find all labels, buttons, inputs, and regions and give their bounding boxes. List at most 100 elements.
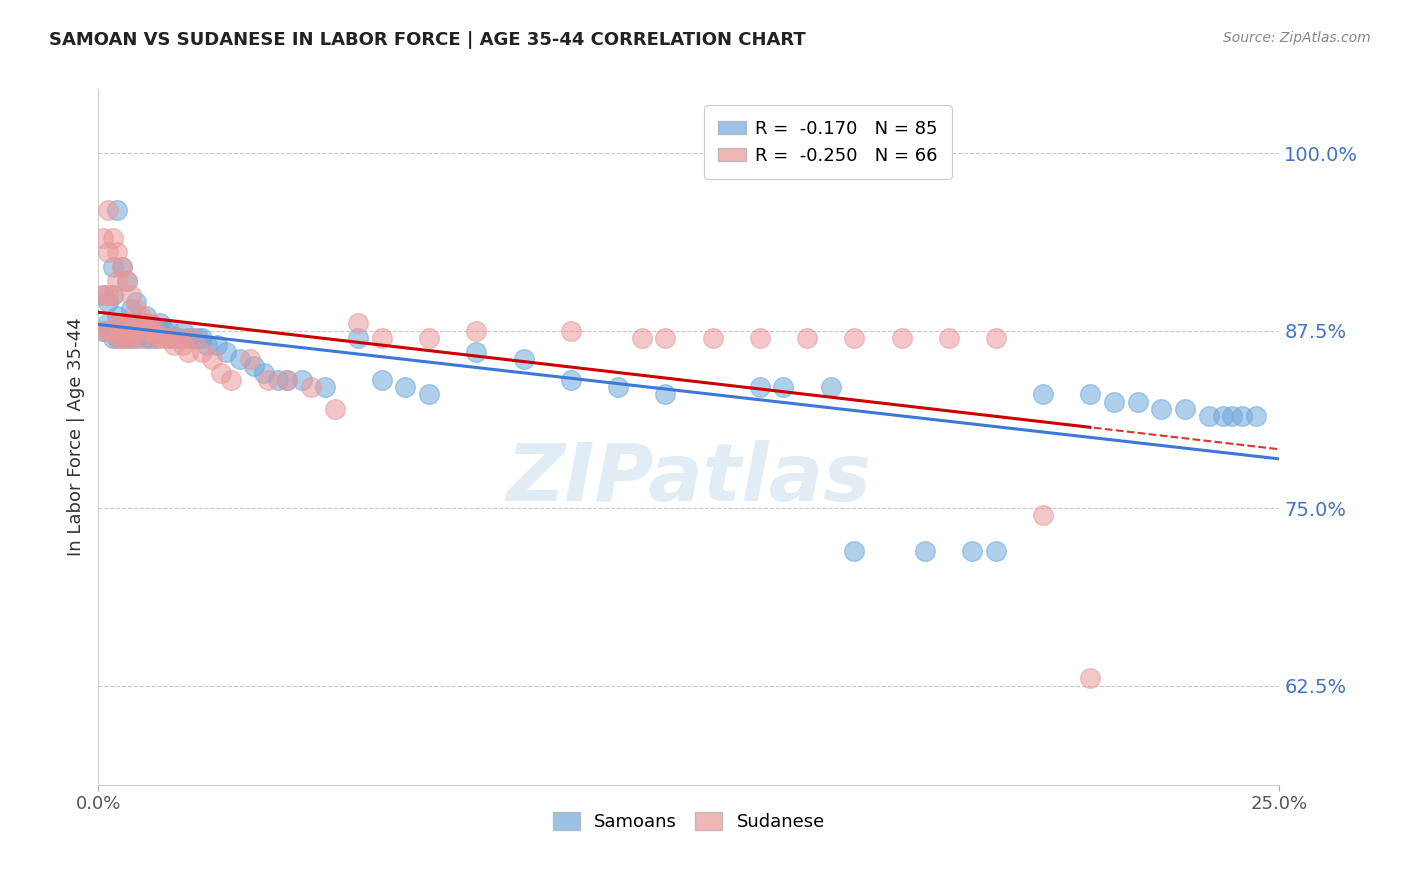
Point [115,317,138,331]
Text: ZIPatlas: ZIPatlas [506,440,872,518]
Point [191,331,214,345]
Point [139,331,162,345]
Point [111,317,134,331]
Point [101,324,124,338]
Point [607,380,630,394]
Point [111,331,134,345]
Point [654,331,676,345]
Point [1220,409,1243,423]
Point [1102,394,1125,409]
Point [1032,387,1054,401]
Point [129,324,152,338]
Point [371,373,394,387]
Point [163,331,186,345]
Text: Source: ZipAtlas.com: Source: ZipAtlas.com [1223,31,1371,45]
Point [215,344,238,359]
Point [172,324,194,338]
Point [276,373,298,387]
Point [125,317,148,331]
Point [371,331,394,345]
Point [101,331,124,345]
Point [135,317,157,331]
Point [115,331,138,345]
Point [139,324,162,338]
Point [143,324,166,338]
Point [938,331,960,345]
Point [143,331,166,345]
Point [105,310,128,324]
Point [139,317,162,331]
Point [796,331,818,345]
Point [191,344,214,359]
Point [654,387,676,401]
Point [157,331,180,345]
Point [121,324,143,338]
Point [314,380,336,394]
Point [105,324,128,338]
Point [290,373,312,387]
Point [1126,394,1149,409]
Point [97,295,120,310]
Point [1212,409,1234,423]
Point [276,373,298,387]
Point [187,331,209,345]
Point [1230,409,1253,423]
Point [219,373,242,387]
Point [1198,409,1220,423]
Y-axis label: In Labor Force | Age 35-44: In Labor Force | Age 35-44 [66,318,84,557]
Point [153,331,176,345]
Point [172,338,194,352]
Point [163,338,186,352]
Point [914,543,936,558]
Point [1174,401,1197,416]
Point [167,331,190,345]
Point [748,380,770,394]
Point [394,380,416,394]
Point [97,324,120,338]
Point [984,543,1007,558]
Point [418,387,440,401]
Point [748,331,770,345]
Text: SAMOAN VS SUDANESE IN LABOR FORCE | AGE 35-44 CORRELATION CHART: SAMOAN VS SUDANESE IN LABOR FORCE | AGE … [49,31,806,49]
Point [111,317,134,331]
Point [135,324,157,338]
Point [125,295,148,310]
Point [105,245,128,260]
Point [181,331,204,345]
Point [101,288,124,302]
Point [239,351,262,366]
Point [121,331,143,345]
Point [105,317,128,331]
Point [115,317,138,331]
Point [347,317,370,331]
Point [115,274,138,288]
Point [844,543,866,558]
Point [125,324,148,338]
Point [267,373,290,387]
Point [157,324,180,338]
Point [97,317,120,331]
Point [844,331,866,345]
Point [91,288,114,302]
Point [560,373,582,387]
Point [105,331,128,345]
Point [177,331,200,345]
Point [91,324,114,338]
Point [1150,401,1173,416]
Point [1244,409,1267,423]
Point [229,351,252,366]
Point [111,324,134,338]
Point [465,344,488,359]
Point [129,331,152,345]
Point [97,245,120,260]
Point [149,331,172,345]
Point [111,260,134,274]
Point [143,324,166,338]
Point [209,366,232,380]
Point [205,338,228,352]
Point [129,317,152,331]
Point [121,288,143,302]
Point [702,331,724,345]
Point [121,302,143,317]
Point [91,324,114,338]
